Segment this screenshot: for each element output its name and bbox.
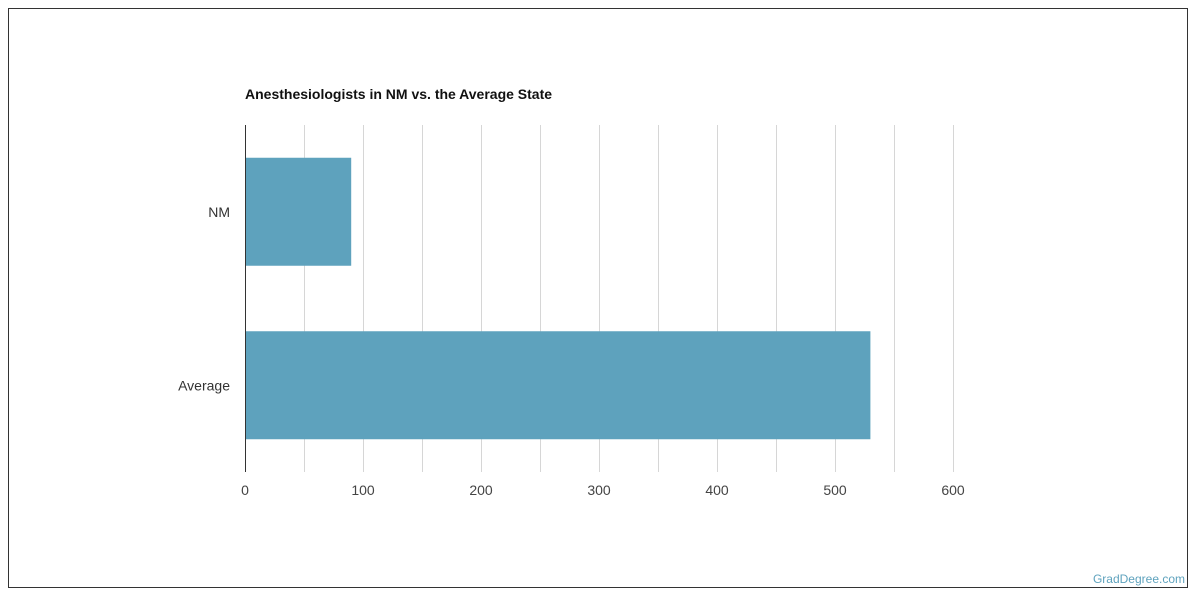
x-tick-label: 200 [469,482,493,498]
watermark: GradDegree.com [1092,572,1185,586]
bar-average [245,331,871,440]
x-tick-label: 300 [587,482,611,498]
bar-nm [245,157,352,266]
x-tick-label: 400 [705,482,729,498]
x-tick-label: 600 [941,482,965,498]
category-label: NM [208,204,230,220]
x-tick-label: 500 [823,482,847,498]
x-tick-label: 0 [241,482,249,498]
category-label: Average [178,377,230,393]
x-tick-label: 100 [351,482,375,498]
chart-frame [8,8,1188,588]
chart-title: Anesthesiologists in NM vs. the Average … [245,86,553,102]
